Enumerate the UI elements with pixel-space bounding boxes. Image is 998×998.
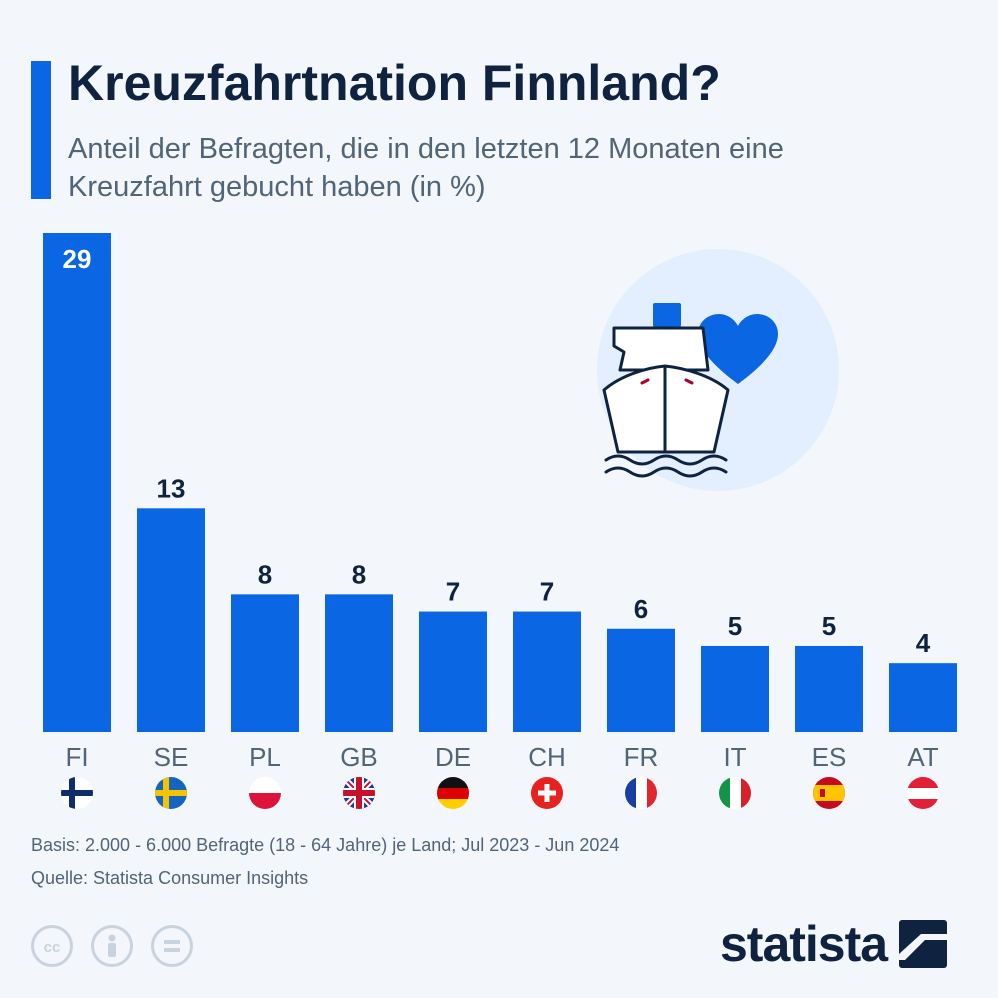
water-wave-2 (604, 466, 728, 478)
flag-finland-icon (61, 777, 93, 809)
flag-france-icon (625, 777, 657, 809)
tick-label-se: SE (154, 742, 189, 772)
data-label-gb: 8 (352, 559, 366, 589)
flag-italy-icon (719, 777, 751, 809)
cruise-ship-heart-icon (597, 249, 839, 491)
bar-de (419, 611, 487, 732)
flag-switzerland-icon (531, 777, 563, 809)
tick-label-ch: CH (528, 742, 566, 772)
ship-cabin (612, 326, 710, 372)
flag-germany-icon (437, 777, 469, 809)
tick-label-at: AT (907, 742, 938, 772)
data-label-fr: 6 (634, 594, 648, 624)
data-label-pl: 8 (258, 559, 272, 589)
flag-sweden-icon (155, 777, 187, 809)
bar-pl (231, 594, 299, 732)
bar-ch (513, 611, 581, 732)
bar-it (701, 645, 769, 732)
by-icon[interactable] (91, 925, 133, 967)
tick-label-de: DE (435, 742, 471, 772)
ship-window-left (640, 378, 650, 385)
flag-uk-icon (343, 777, 375, 809)
ship-funnel (653, 303, 681, 327)
bar-fi (43, 233, 111, 732)
nd-icon[interactable] (151, 925, 193, 967)
brand-name: statista (720, 916, 888, 972)
tick-label-pl: PL (249, 742, 281, 772)
data-label-es: 5 (822, 611, 836, 641)
ship-window-right (684, 378, 694, 385)
data-label-it: 5 (728, 611, 742, 641)
flag-austria-icon (907, 777, 939, 809)
footer-basis: Basis: 2.000 - 6.000 Befragte (18 - 64 J… (31, 835, 620, 855)
heart-shape (698, 314, 778, 384)
data-label-at: 4 (916, 628, 931, 658)
tick-label-es: ES (812, 742, 847, 772)
svg-text:cc: cc (44, 939, 61, 956)
bar-se (137, 508, 205, 732)
data-label-se: 13 (157, 473, 186, 503)
bar-at (889, 663, 957, 732)
chart-subtitle: Anteil der Befragten, die in den letzten… (68, 133, 784, 203)
flag-poland-icon (249, 777, 281, 809)
bar-es (795, 645, 863, 732)
bar-gb (325, 594, 393, 732)
water-wave-1 (604, 454, 728, 466)
chart-title: Kreuzfahrtnation Finnland? (68, 55, 721, 111)
tick-label-it: IT (723, 742, 746, 772)
data-label-ch: 7 (540, 577, 554, 607)
statista-brand[interactable]: statista (720, 915, 948, 973)
footer-source: Quelle: Statista Consumer Insights (31, 868, 309, 888)
bar-fr (607, 628, 675, 732)
tick-label-fr: FR (624, 742, 659, 772)
tick-label-fi: FI (65, 742, 88, 772)
cc-icon[interactable]: cc (31, 925, 73, 967)
bar-chart: 29 FI 13 SE 8 PL 8 GB 7 DE 7 CH 6 FR 5 IT 5 ES 4 AT (43, 233, 957, 809)
statista-logo-icon (899, 920, 948, 968)
data-label-de: 7 (446, 577, 460, 607)
flag-spain-icon (813, 777, 845, 809)
data-label-fi: 29 (63, 244, 92, 274)
tick-label-gb: GB (340, 742, 378, 772)
accent-bar (31, 61, 51, 199)
